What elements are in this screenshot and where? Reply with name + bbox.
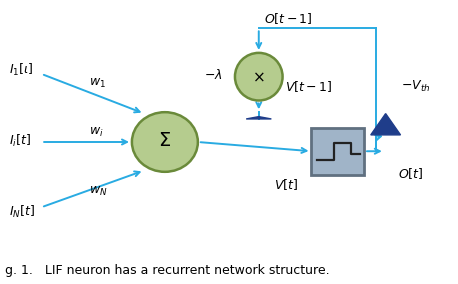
Polygon shape	[246, 117, 271, 119]
Text: $\Sigma$: $\Sigma$	[158, 131, 171, 150]
FancyBboxPatch shape	[311, 128, 364, 175]
Text: $V[t]$: $V[t]$	[274, 178, 298, 193]
Text: $w_i$: $w_i$	[89, 126, 104, 139]
Text: $\times$: $\times$	[252, 69, 265, 84]
Text: $I_i[t]$: $I_i[t]$	[9, 133, 31, 149]
Text: $I_N[t]$: $I_N[t]$	[9, 204, 35, 220]
Polygon shape	[371, 114, 400, 135]
Text: $-V_{th}$: $-V_{th}$	[401, 79, 430, 94]
Text: $O[t-1]$: $O[t-1]$	[264, 11, 313, 26]
Text: $w_1$: $w_1$	[89, 77, 106, 90]
Text: $w_N$: $w_N$	[89, 185, 108, 198]
Ellipse shape	[235, 53, 283, 101]
Text: $I_1[\iota]$: $I_1[\iota]$	[9, 62, 34, 78]
Text: $O[t]$: $O[t]$	[398, 166, 424, 181]
Text: $-\lambda$: $-\lambda$	[204, 68, 223, 82]
Ellipse shape	[132, 112, 198, 172]
Text: g. 1.   LIF neuron has a recurrent network structure.: g. 1. LIF neuron has a recurrent network…	[5, 264, 329, 277]
Text: $V[t-1]$: $V[t-1]$	[285, 79, 333, 94]
